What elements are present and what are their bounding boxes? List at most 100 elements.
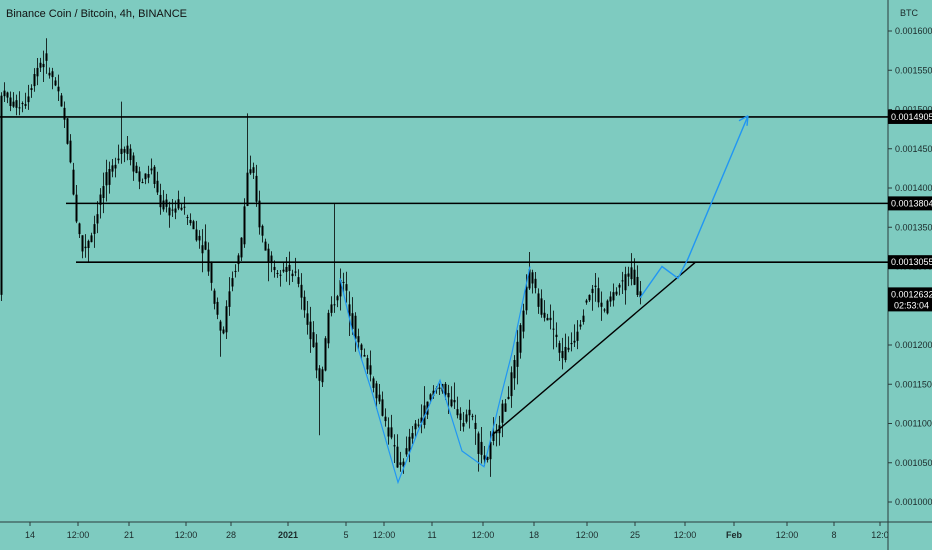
candle-body bbox=[402, 461, 405, 467]
candle-body bbox=[141, 182, 144, 184]
candle-body bbox=[546, 317, 549, 321]
candle-body bbox=[477, 433, 480, 454]
candle-body bbox=[9, 97, 12, 106]
candle-body bbox=[213, 290, 216, 304]
candle-body bbox=[588, 294, 591, 301]
candle-body bbox=[591, 288, 594, 294]
level-price-label: 0.0013055 bbox=[891, 257, 932, 267]
candle-body bbox=[465, 414, 468, 422]
candle-body bbox=[633, 269, 636, 285]
candle-body bbox=[534, 278, 537, 289]
candle-body bbox=[321, 369, 324, 383]
candle-body bbox=[288, 264, 291, 271]
candle-body bbox=[30, 88, 33, 90]
level-price-label-bg bbox=[888, 196, 932, 211]
candle-body bbox=[147, 174, 150, 178]
candle-body bbox=[318, 368, 321, 381]
candle-body bbox=[207, 249, 210, 272]
time-tick-label: 12:00 bbox=[373, 530, 396, 540]
candle-body bbox=[360, 344, 363, 351]
candle-body bbox=[171, 209, 174, 211]
time-tick-label: 5 bbox=[343, 530, 348, 540]
candle-body bbox=[180, 207, 183, 210]
candle-body bbox=[561, 351, 564, 359]
candle-body bbox=[72, 169, 75, 195]
level-price-label-bg bbox=[888, 255, 932, 270]
candle-body bbox=[261, 225, 264, 236]
candle-body bbox=[324, 338, 327, 371]
candle-body bbox=[102, 186, 105, 198]
candle-body bbox=[507, 396, 510, 399]
candle-body bbox=[75, 194, 78, 222]
candle-body bbox=[459, 413, 462, 420]
candle-body bbox=[543, 312, 546, 318]
candle-body bbox=[204, 241, 207, 250]
candle-body bbox=[0, 95, 3, 295]
candle-body bbox=[594, 285, 597, 287]
candle-body bbox=[90, 235, 93, 243]
candle-body bbox=[345, 284, 348, 291]
candle-body bbox=[210, 262, 213, 283]
candle-body bbox=[420, 417, 423, 423]
candle-body bbox=[42, 63, 45, 68]
candle-body bbox=[474, 422, 477, 430]
candle-body bbox=[600, 302, 603, 307]
chart-title: Binance Coin / Bitcoin, 4h, BINANCE bbox=[6, 8, 187, 20]
candle-body bbox=[135, 165, 138, 173]
time-tick-label: 12:00 bbox=[67, 530, 90, 540]
candle-body bbox=[12, 101, 15, 107]
candle-body bbox=[273, 266, 276, 271]
candle-body bbox=[255, 175, 258, 202]
candle-body bbox=[453, 400, 456, 403]
candle-body bbox=[552, 328, 555, 330]
candle-body bbox=[111, 165, 114, 172]
candle-body bbox=[444, 383, 447, 395]
projection-arrowhead bbox=[738, 115, 749, 126]
trendline[interactable] bbox=[491, 262, 696, 436]
candle-body bbox=[417, 424, 420, 426]
candle-body bbox=[87, 240, 90, 248]
candle-body bbox=[480, 441, 483, 455]
candle-body bbox=[81, 235, 84, 252]
candle-body bbox=[291, 273, 294, 277]
candle-body bbox=[408, 436, 411, 452]
candle-body bbox=[300, 284, 303, 298]
candle-body bbox=[267, 248, 270, 262]
candle-body bbox=[564, 346, 567, 361]
candle-body bbox=[123, 149, 126, 153]
candle-body bbox=[6, 92, 9, 98]
level-price-label: 0.0013804 bbox=[891, 198, 932, 208]
candle-body bbox=[540, 298, 543, 315]
candle-body bbox=[264, 241, 267, 251]
candle-body bbox=[519, 325, 522, 353]
candle-body bbox=[114, 164, 117, 169]
candle-body bbox=[612, 292, 615, 301]
candle-body bbox=[348, 304, 351, 317]
projection-path[interactable] bbox=[639, 115, 749, 299]
candle-body bbox=[537, 293, 540, 307]
candle-body bbox=[504, 403, 507, 412]
candle-body bbox=[294, 271, 297, 273]
candle-body bbox=[162, 200, 165, 210]
candle-body bbox=[363, 355, 366, 357]
candle-body bbox=[243, 206, 246, 245]
candle-body bbox=[567, 347, 570, 350]
candle-body bbox=[138, 171, 141, 182]
candle-body bbox=[237, 255, 240, 265]
candle-body bbox=[531, 272, 534, 284]
past-swing-path[interactable] bbox=[339, 266, 531, 485]
candle-body bbox=[486, 456, 489, 461]
candle-body bbox=[60, 95, 63, 107]
candle-body bbox=[366, 358, 369, 370]
candle-body bbox=[510, 372, 513, 397]
candle-body bbox=[555, 334, 558, 338]
candle-body bbox=[129, 148, 132, 161]
candle-body bbox=[117, 158, 120, 161]
candle-body bbox=[330, 304, 333, 313]
candle-body bbox=[369, 365, 372, 375]
candle-body bbox=[51, 71, 54, 78]
candle-body bbox=[99, 194, 102, 205]
